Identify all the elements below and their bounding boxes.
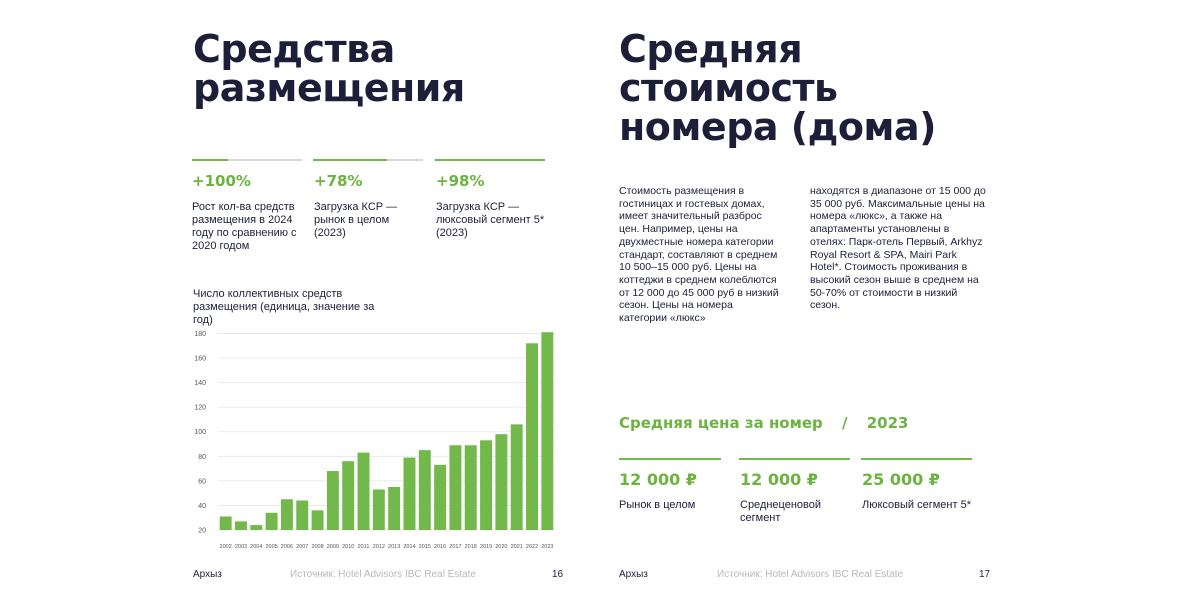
- bar: [326, 471, 339, 530]
- price-value: 12 000 ₽: [619, 470, 697, 489]
- bar: [480, 440, 493, 530]
- stat-value: +100%: [192, 172, 251, 190]
- x-tick-label: 2023: [541, 544, 553, 550]
- x-tick-label: 2011: [358, 544, 370, 550]
- x-tick-label: 2013: [388, 544, 400, 550]
- footer-place: Архыз: [619, 569, 648, 580]
- stat-rule: [313, 159, 423, 161]
- stat-label: Рост кол-ва средств размещения в 2024 го…: [192, 201, 297, 252]
- bar: [250, 525, 263, 530]
- x-tick-label: 2005: [265, 544, 277, 550]
- bar: [541, 332, 554, 530]
- x-tick-label: 2004: [250, 544, 262, 550]
- x-tick-label: 2006: [281, 544, 293, 550]
- x-tick-label: 2020: [495, 544, 507, 550]
- paragraph: Стоимость размещения в гостиницах и гост…: [619, 185, 779, 325]
- price-label: Рынок в целом: [619, 499, 696, 511]
- bar: [495, 434, 508, 530]
- y-tick-label: 60: [198, 478, 206, 485]
- bar: [464, 445, 477, 530]
- x-tick-label: 2019: [480, 544, 492, 550]
- bar: [342, 461, 355, 530]
- page-number: 17: [979, 569, 991, 580]
- footer-source: Источник: Hotel Advisors IBC Real Estate: [717, 569, 904, 580]
- bar: [296, 500, 309, 530]
- price-heading: Средняя цена за номер / 2023: [619, 414, 909, 432]
- price-rule: [619, 458, 721, 460]
- y-tick-label: 40: [198, 503, 206, 510]
- bar: [526, 343, 538, 530]
- price-rule: [739, 458, 850, 460]
- x-tick-label: 2003: [235, 544, 247, 550]
- x-tick-label: 2016: [434, 544, 446, 550]
- x-tick-label: 2015: [419, 544, 431, 550]
- price-value: 12 000 ₽: [740, 470, 818, 489]
- y-tick-label: 140: [194, 380, 206, 387]
- stat-value: +78%: [314, 172, 363, 190]
- bar-chart: 20 40 60 80 100 120 140 160 180 2002 2003 2004 2005 2…: [194, 331, 555, 550]
- price-label: Среднеценовой сегмент: [740, 499, 822, 524]
- price-value: 25 000 ₽: [862, 470, 940, 489]
- footer-place: Архыз: [193, 569, 222, 580]
- x-tick-label: 2021: [511, 544, 523, 550]
- bar: [372, 489, 385, 530]
- stat-label: Загрузка КСР — рынок в целом (2023): [314, 201, 398, 239]
- x-tick-label: 2007: [296, 544, 308, 550]
- bar: [418, 450, 431, 530]
- bar: [449, 445, 462, 530]
- x-tick-label: 2018: [465, 544, 477, 550]
- bar: [434, 464, 447, 530]
- x-tick-label: 2008: [311, 544, 323, 550]
- x-tick-label: 2002: [220, 544, 232, 550]
- y-tick-label: 100: [194, 429, 206, 436]
- price-year: 2023: [866, 414, 909, 432]
- x-tick-label: 2012: [373, 544, 385, 550]
- bar: [357, 452, 370, 530]
- bar: [403, 457, 416, 530]
- y-tick-label: 20: [198, 528, 206, 535]
- left-title: Средства размещения: [193, 27, 465, 110]
- paragraph: находятся в диапазоне от 15 000 до 35 00…: [810, 185, 986, 312]
- price-rule: [861, 458, 972, 460]
- price-heading-text: Средняя цена за номер: [619, 414, 823, 432]
- chart-title: Число коллективных средств размещения (е…: [193, 288, 375, 326]
- bar: [219, 516, 232, 530]
- y-tick-label: 160: [194, 356, 206, 363]
- x-tick-label: 2022: [526, 544, 538, 550]
- right-title: Средняя стоимость номера (дома): [619, 27, 937, 149]
- stat-label: Загрузка КСР — люксовый сегмент 5* (2023…: [436, 201, 545, 239]
- x-tick-label: 2017: [449, 544, 461, 550]
- stat-rule: [435, 159, 545, 161]
- bar: [510, 424, 523, 530]
- x-tick-label: 2010: [342, 544, 354, 550]
- bar: [235, 521, 247, 530]
- bar: [388, 487, 401, 530]
- stat-value: +98%: [436, 172, 485, 190]
- price-label: Люксовый сегмент 5*: [862, 499, 971, 511]
- bar: [265, 512, 278, 530]
- page-number: 16: [552, 569, 564, 580]
- stat-rule: [192, 159, 302, 161]
- separator: /: [842, 414, 848, 432]
- x-tick-label: 2014: [403, 544, 415, 550]
- y-tick-label: 180: [194, 331, 206, 338]
- bar: [280, 499, 293, 530]
- y-tick-label: 120: [194, 405, 206, 412]
- bar: [311, 510, 324, 530]
- y-tick-label: 80: [198, 454, 206, 461]
- x-tick-label: 2009: [327, 544, 339, 550]
- footer-source: Источник: Hotel Advisors IBC Real Estate: [290, 569, 477, 580]
